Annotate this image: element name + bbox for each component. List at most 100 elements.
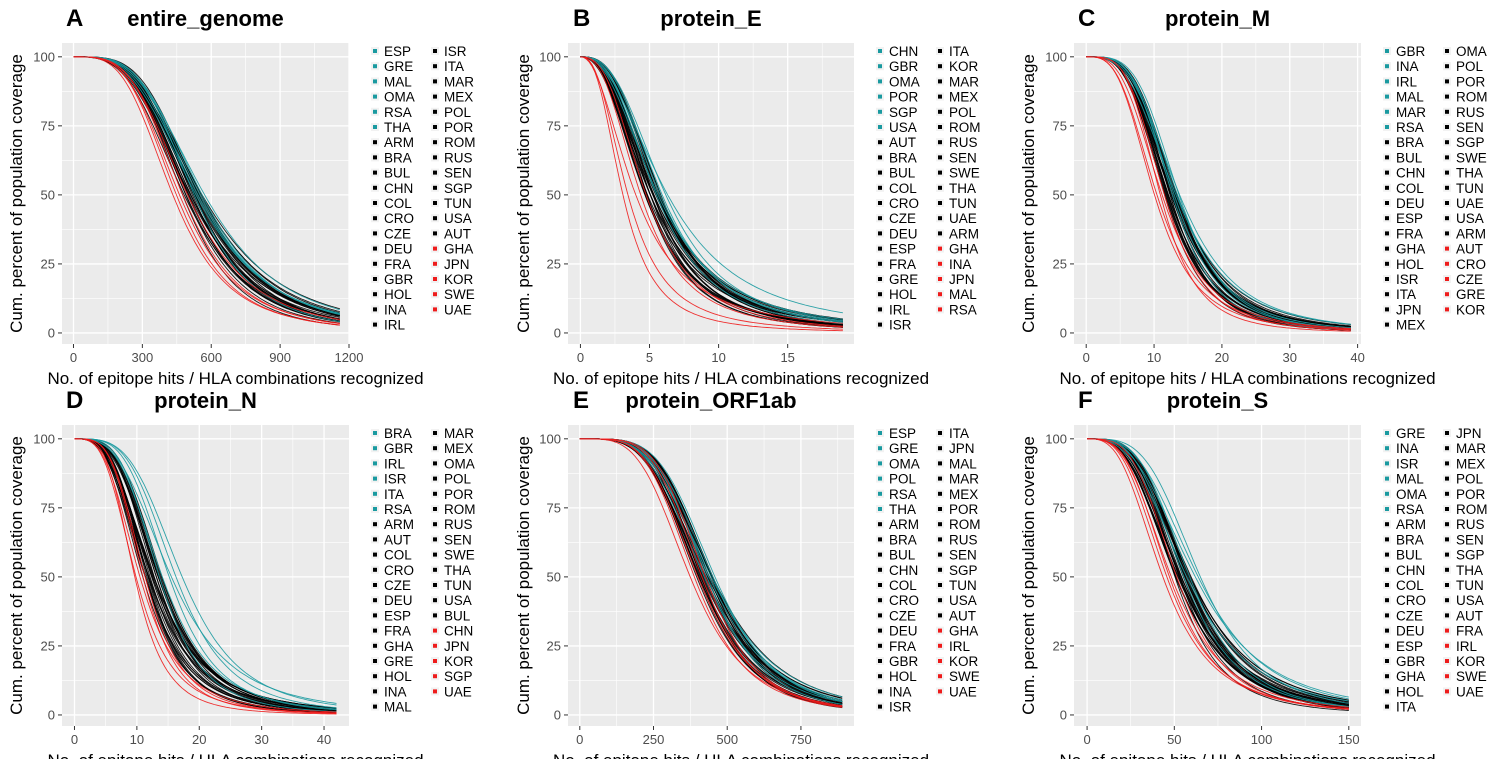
legend-key	[1385, 277, 1389, 281]
x-tick-label: 0	[71, 732, 78, 747]
legend-item-SGP: SGP	[1456, 548, 1485, 563]
x-tick-label: 300	[132, 350, 154, 365]
legend-key	[1385, 446, 1389, 451]
legend: CHNGBROMAPORSGPUSAAUTBRABULCOLCROCZEDEUE…	[876, 44, 981, 333]
legend-key	[433, 507, 437, 511]
legend-key	[938, 201, 942, 205]
legend-key	[373, 522, 377, 527]
chart-title: protein_M	[1165, 6, 1270, 31]
legend-item-COL: COL	[1396, 181, 1424, 196]
legend-key	[878, 109, 882, 114]
x-tick-label: 40	[317, 732, 331, 747]
y-tick-label: 75	[1053, 118, 1067, 133]
chart-panel-C: 0 10 20 30 40 0 25 50 75 100 C protein_M No. of epit…	[1019, 5, 1488, 388]
legend-key	[1385, 431, 1389, 435]
legend-key	[373, 185, 377, 190]
series-line-CZE	[73, 56, 340, 318]
legend-key	[373, 704, 377, 709]
legend-item-TUN: TUN	[949, 196, 977, 211]
legend-item-MAL: MAL	[949, 287, 977, 302]
legend-item-ROM: ROM	[949, 517, 981, 532]
legend-item-INA: INA	[889, 684, 912, 699]
legend-item-ISR: ISR	[444, 44, 467, 59]
legend-key	[433, 125, 437, 129]
legend-key	[1385, 307, 1389, 312]
y-tick-label: 50	[547, 569, 561, 584]
legend-key	[938, 277, 942, 281]
legend-key	[878, 155, 882, 160]
legend-key	[878, 643, 882, 648]
legend-key	[433, 674, 437, 679]
legend-item-FRA: FRA	[384, 624, 411, 639]
legend-key	[1445, 94, 1449, 99]
legend-item-HOL: HOL	[889, 287, 917, 302]
legend-item-FRA: FRA	[889, 639, 916, 654]
legend-item-HOL: HOL	[1396, 684, 1424, 699]
legend-key	[433, 537, 437, 542]
legend-key	[878, 246, 882, 251]
series-line-SGP	[580, 56, 843, 322]
legend-item-CZE: CZE	[889, 211, 916, 226]
legend-key	[878, 261, 882, 266]
legend-key	[878, 231, 882, 236]
legend-item-RUS: RUS	[1456, 105, 1485, 120]
legend-item-MAL: MAL	[1396, 90, 1424, 105]
legend-key	[1445, 567, 1449, 572]
y-tick-label: 0	[48, 707, 55, 722]
legend-item-GBR: GBR	[889, 59, 919, 74]
x-tick-label: 500	[716, 732, 738, 747]
x-tick-label: 750	[790, 732, 812, 747]
y-tick-label: 100	[33, 49, 55, 64]
y-tick-label: 25	[1053, 256, 1067, 271]
x-tick-label: 600	[200, 350, 222, 365]
legend-item-ISR: ISR	[889, 318, 912, 333]
series-line-RSA	[1087, 438, 1349, 704]
legend-item-INA: INA	[384, 302, 407, 317]
legend-item-SGP: SGP	[1456, 135, 1485, 150]
legend-key	[373, 94, 377, 99]
series-line-ROM	[74, 438, 337, 712]
legend-item-OMA: OMA	[384, 90, 415, 105]
legend-key	[373, 598, 377, 603]
legend-key	[433, 461, 437, 466]
panel-letter: A	[66, 5, 83, 32]
legend-item-MAL: MAL	[384, 700, 412, 715]
legend-key	[433, 64, 437, 69]
legend-item-ESP: ESP	[889, 242, 916, 257]
series-line-SWE	[73, 56, 340, 325]
y-tick-label: 100	[33, 431, 55, 446]
legend-item-FRA: FRA	[1456, 624, 1483, 639]
legend: ESPGREOMAPOLRSATHAARMBRABULCHNCOLCROCZED…	[876, 426, 981, 715]
y-tick-label: 75	[547, 118, 561, 133]
legend-item-KOR: KOR	[949, 654, 979, 669]
legend-item-ROM: ROM	[1456, 90, 1488, 105]
legend-item-POR: POR	[1456, 74, 1486, 89]
legend-item-OMA: OMA	[1396, 487, 1427, 502]
legend-key	[1445, 598, 1449, 603]
legend-key	[433, 613, 437, 618]
legend-item-RSA: RSA	[384, 502, 412, 517]
legend-item-POR: POR	[949, 502, 979, 517]
series-line-MAL	[1087, 438, 1349, 698]
legend-key	[373, 155, 377, 160]
legend-item-DEU: DEU	[384, 593, 413, 608]
legend-item-UAE: UAE	[444, 302, 472, 317]
legend-key	[373, 49, 377, 53]
legend-item-AUT: AUT	[949, 608, 976, 623]
legend: BRAGBRIRLISRITARSAARMAUTCOLCROCZEDEUESPF…	[371, 426, 476, 715]
panel-letter: C	[1078, 5, 1095, 32]
legend-item-INA: INA	[384, 684, 407, 699]
legend-key	[373, 246, 377, 251]
legend-item-MEX: MEX	[444, 441, 473, 456]
legend-item-GHA: GHA	[1396, 669, 1425, 684]
legend-item-ESP: ESP	[1396, 211, 1423, 226]
legend-item-POL: POL	[889, 472, 917, 487]
legend-item-ARM: ARM	[384, 135, 414, 150]
chart-title: protein_ORF1ab	[625, 388, 796, 413]
x-axis-label: No. of epitope hits / HLA combinations r…	[1059, 369, 1435, 388]
legend-key	[878, 292, 882, 297]
legend-key	[878, 461, 882, 466]
legend-item-MEX: MEX	[1456, 456, 1485, 471]
series-line-ESP	[73, 56, 340, 322]
